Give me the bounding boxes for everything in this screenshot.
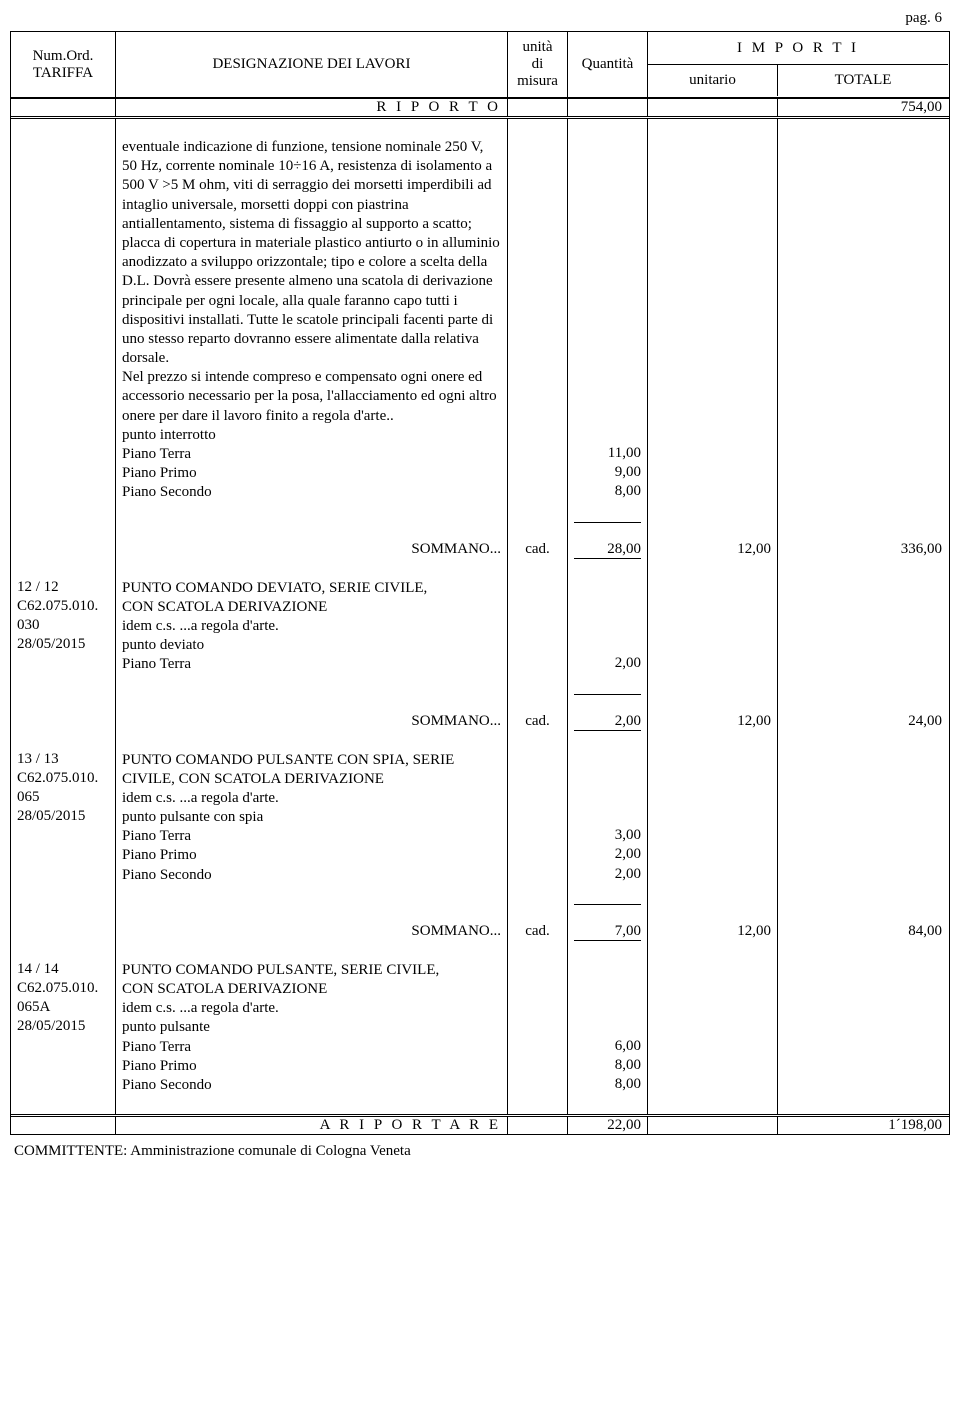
block3-title: 13 / 13 PUNTO COMANDO PULSANTE CON SPIA,… <box>11 751 949 770</box>
hdr-tariffa: Num.Ord. TARIFFA <box>11 41 115 89</box>
hdr-importi: I M P O R T I <box>648 33 948 65</box>
table-row: Piano Primo 8,00 <box>11 1057 949 1076</box>
riporto-row: R I P O R T O 754,00 <box>11 98 949 119</box>
block2-title: 12 / 12 PUNTO COMANDO DEVIATO, SERIE CIV… <box>11 579 949 598</box>
table-row: Piano Terra 3,00 <box>11 827 949 846</box>
table-row: Piano Secondo 8,00 <box>11 1076 949 1095</box>
table-header: Num.Ord. TARIFFA DESIGNAZIONE DEI LAVORI… <box>11 32 949 98</box>
table-row: Piano Terra 2,00 <box>11 655 949 674</box>
table-row: C62.075.010. CON SCATOLA DERIVAZIONE <box>11 598 949 617</box>
hdr-totale: TOTALE <box>778 65 948 96</box>
riportare-row: A R I P O R T A R E 22,00 1´198,00 <box>11 1114 949 1135</box>
table-row: C62.075.010. CON SCATOLA DERIVAZIONE <box>11 980 949 999</box>
table-row: 065A idem c.s. ...a regola d'arte. <box>11 999 949 1018</box>
table-row: Piano Secondo 8,00 <box>11 483 949 502</box>
riportare-qty: 22,00 <box>568 1117 648 1134</box>
table-row: 065 idem c.s. ...a regola d'arte. <box>11 789 949 808</box>
hdr-designazione: DESIGNAZIONE DEI LAVORI <box>116 49 507 80</box>
table-row: Piano Terra 11,00 <box>11 445 949 464</box>
sommano-row: SOMMANO... cad. 28,00 12,00 336,00 <box>11 541 949 560</box>
riportare-label: A R I P O R T A R E <box>116 1117 508 1134</box>
riportare-total: 1´198,00 <box>778 1117 948 1134</box>
block1-desc: eventuale indicazione di funzione, tensi… <box>11 138 949 368</box>
hdr-unitario: unitario <box>648 65 778 96</box>
table-row: C62.075.010. CIVILE, CON SCATOLA DERIVAZ… <box>11 770 949 789</box>
hdr-quantita: Quantità <box>568 49 647 80</box>
sommano-row: SOMMANO... cad. 7,00 12,00 84,00 <box>11 923 949 942</box>
table-row: Piano Primo 9,00 <box>11 464 949 483</box>
page-number: pag. 6 <box>10 10 950 27</box>
table-row: 030 idem c.s. ...a regola d'arte. <box>11 617 949 636</box>
footer-committente: COMMITTENTE: Amministrazione comunale di… <box>10 1143 950 1160</box>
main-table: Num.Ord. TARIFFA DESIGNAZIONE DEI LAVORI… <box>10 31 950 1135</box>
table-row: 28/05/2015 punto deviato <box>11 636 949 655</box>
table-row: Piano Terra 6,00 <box>11 1038 949 1057</box>
block1-sub: punto interrotto <box>11 426 949 445</box>
block4-title: 14 / 14 PUNTO COMANDO PULSANTE, SERIE CI… <box>11 961 949 980</box>
sommano-row: SOMMANO... cad. 2,00 12,00 24,00 <box>11 713 949 732</box>
hdr-unita: unità di misura <box>508 32 567 97</box>
table-row: Piano Secondo 2,00 <box>11 866 949 885</box>
table-row: 28/05/2015 punto pulsante con spia <box>11 808 949 827</box>
table-row: Piano Primo 2,00 <box>11 846 949 865</box>
table-body: R I P O R T O 754,00 eventuale indicazio… <box>11 98 949 1135</box>
block1-desc2: Nel prezzo si intende compreso e compens… <box>11 368 949 426</box>
riporto-total: 754,00 <box>778 99 948 116</box>
riporto-label: R I P O R T O <box>116 99 508 116</box>
table-row: 28/05/2015 punto pulsante <box>11 1018 949 1037</box>
